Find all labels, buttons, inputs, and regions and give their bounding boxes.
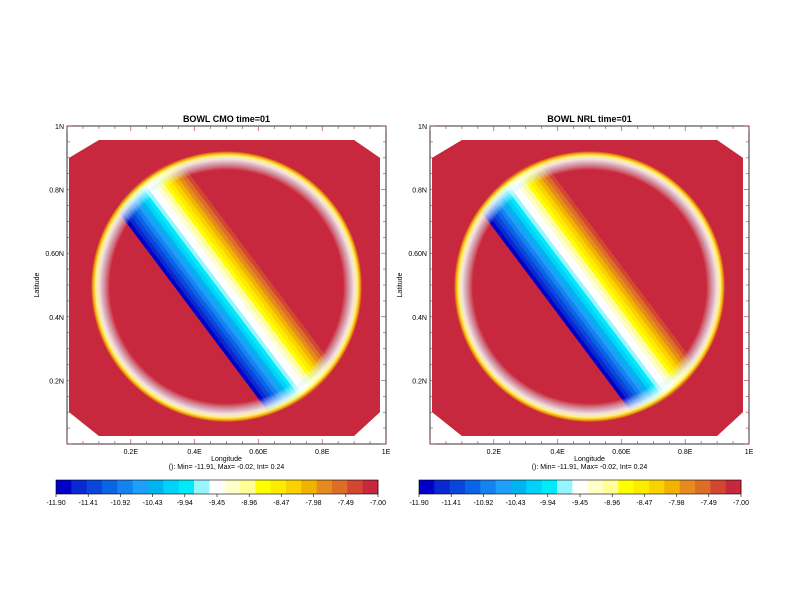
colorbar-tick-label: -11.41 — [79, 500, 98, 507]
colorbar-cell — [603, 480, 619, 494]
colorbar-cell — [255, 480, 271, 494]
colorbar-cell — [301, 480, 317, 494]
x-tick-label: 0.60E — [612, 449, 631, 456]
colorbar-tick-label: -9.94 — [177, 500, 193, 507]
x-tick-label: 1E — [382, 449, 391, 456]
colorbar-cell — [465, 480, 481, 494]
colorbar-cell — [271, 480, 287, 494]
colorbar-cell — [557, 480, 573, 494]
x-tick-label: 0.8E — [678, 449, 693, 456]
colorbar-cell — [526, 480, 542, 494]
x-tick-label: 0.4E — [187, 449, 202, 456]
colorbar-cell — [148, 480, 164, 494]
colorbar-tick-label: -10.43 — [506, 500, 526, 507]
colorbar-cell — [450, 480, 466, 494]
x-tick-label: 1E — [745, 449, 754, 456]
colorbar-cell — [317, 480, 333, 494]
colorbar-tick-label: -8.47 — [273, 500, 289, 507]
colorbar-cell — [695, 480, 711, 494]
x-axis-label: Longitude — [574, 456, 605, 463]
stats-label: (): Min= -11.91, Max= -0.02, Int= 0.24 — [169, 464, 285, 471]
colorbar-tick-label: -8.96 — [604, 500, 620, 507]
y-tick-label: 0.4N — [412, 315, 427, 322]
y-tick-label: 0.60N — [45, 251, 64, 258]
colorbar-cell — [434, 480, 450, 494]
colorbar-tick-label: -9.45 — [572, 500, 588, 507]
x-tick-label: 0.2E — [487, 449, 502, 456]
colorbar-tick-label: -11.90 — [409, 500, 428, 507]
x-tick-label: 0.60E — [249, 449, 268, 456]
colorbar-cell — [649, 480, 665, 494]
colorbar-cell — [419, 480, 435, 494]
x-axis-label: Longitude — [211, 456, 242, 463]
bowl-rim — [91, 151, 362, 422]
colorbar-cell — [511, 480, 527, 494]
colorbar-cell — [56, 480, 72, 494]
x-tick-label: 0.8E — [315, 449, 330, 456]
colorbar-cell — [572, 480, 588, 494]
y-tick-label: 0.8N — [49, 188, 64, 195]
y-tick-label: 1N — [55, 124, 64, 131]
x-tick-label: 0.2E — [124, 449, 139, 456]
colorbar-tick-label: -7.00 — [370, 500, 386, 507]
colorbar-cell — [71, 480, 87, 494]
colorbar-tick-label: -10.92 — [473, 500, 493, 507]
colorbar-tick-label: -11.41 — [442, 500, 461, 507]
chart-title: BOWL CMO time=01 — [183, 114, 270, 124]
colorbar-cell — [117, 480, 133, 494]
colorbar-cell — [680, 480, 696, 494]
colorbar-tick-label: -7.00 — [733, 500, 749, 507]
colorbar-cell — [133, 480, 149, 494]
colorbar-tick-label: -10.92 — [110, 500, 130, 507]
colorbar-cell — [240, 480, 256, 494]
colorbar-cell — [588, 480, 604, 494]
y-tick-label: 0.4N — [49, 315, 64, 322]
colorbar-cell — [179, 480, 195, 494]
colorbar-cell — [347, 480, 363, 494]
colorbar-cell — [664, 480, 680, 494]
y-tick-label: 0.2N — [49, 378, 64, 385]
colorbar-tick-label: -10.43 — [143, 500, 163, 507]
colorbar-cell — [726, 480, 742, 494]
colorbar-cell — [634, 480, 650, 494]
colorbar-tick-label: -7.98 — [669, 500, 685, 507]
colorbar-tick-label: -7.49 — [338, 500, 354, 507]
colorbar-tick-label: -7.98 — [306, 500, 322, 507]
y-axis-label: Latitude — [34, 272, 41, 297]
chart-title: BOWL NRL time=01 — [547, 114, 631, 124]
colorbar-tick-label: -8.47 — [636, 500, 652, 507]
colorbar-cell — [87, 480, 103, 494]
colorbar-cell — [363, 480, 379, 494]
colorbar-tick-label: -7.49 — [701, 500, 717, 507]
colorbar-tick-label: -9.94 — [540, 500, 556, 507]
colorbar-tick-label: -11.90 — [46, 500, 65, 507]
stats-label: (): Min= -11.91, Max= -0.02, Int= 0.24 — [532, 464, 648, 471]
colorbar-cell — [163, 480, 179, 494]
colorbar-tick-label: -9.45 — [209, 500, 225, 507]
colorbar-cell — [102, 480, 118, 494]
bowl-rim — [454, 151, 725, 422]
colorbar-cell — [194, 480, 210, 494]
colorbar-cell — [618, 480, 634, 494]
colorbar-cell — [332, 480, 348, 494]
y-tick-label: 0.2N — [412, 378, 427, 385]
colorbar-cell — [480, 480, 496, 494]
colorbar-cell — [209, 480, 225, 494]
colorbar-cell — [710, 480, 726, 494]
colorbar-tick-label: -8.96 — [241, 500, 257, 507]
colorbar-cell — [286, 480, 302, 494]
colorbar-cell — [225, 480, 241, 494]
colorbar-cell — [542, 480, 558, 494]
y-tick-label: 0.60N — [408, 251, 427, 258]
x-tick-label: 0.4E — [550, 449, 565, 456]
y-tick-label: 0.8N — [412, 188, 427, 195]
colorbar-cell — [496, 480, 512, 494]
y-axis-label: Latitude — [397, 272, 404, 297]
y-tick-label: 1N — [418, 124, 427, 131]
